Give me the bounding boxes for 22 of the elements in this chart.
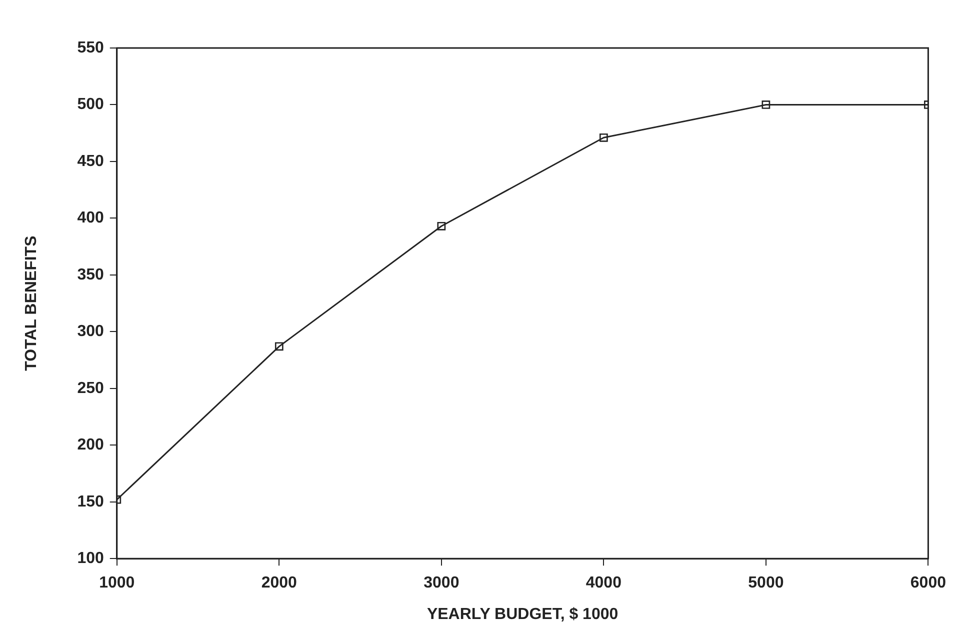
y-axis-title: TOTAL BENEFITS xyxy=(23,235,40,371)
x-tick-label: 2000 xyxy=(261,574,298,592)
x-tick-label: 4000 xyxy=(586,574,622,592)
y-tick-label: 150 xyxy=(77,493,104,510)
x-tick-label: 3000 xyxy=(424,574,460,592)
y-tick-label: 200 xyxy=(77,436,104,454)
x-axis-title: YEARLY BUDGET, $ 1000 xyxy=(426,606,618,623)
y-tick-label: 450 xyxy=(77,152,104,170)
point xyxy=(437,222,446,230)
y-tick-label: 550 xyxy=(77,39,104,56)
y-tick-label: 300 xyxy=(77,323,104,340)
point xyxy=(762,100,770,109)
point xyxy=(599,133,608,142)
y-tick-label: 100 xyxy=(77,550,104,568)
y-tick-label: 500 xyxy=(77,96,104,114)
x-tick-label: 5000 xyxy=(748,574,784,592)
x-tick-label: 1000 xyxy=(99,574,135,592)
y-tick-label: 350 xyxy=(77,266,104,284)
x-tick-label: 6000 xyxy=(910,574,946,592)
point xyxy=(274,342,284,351)
y-tick-label: 400 xyxy=(77,210,104,227)
y-tick-label: 250 xyxy=(77,380,104,397)
